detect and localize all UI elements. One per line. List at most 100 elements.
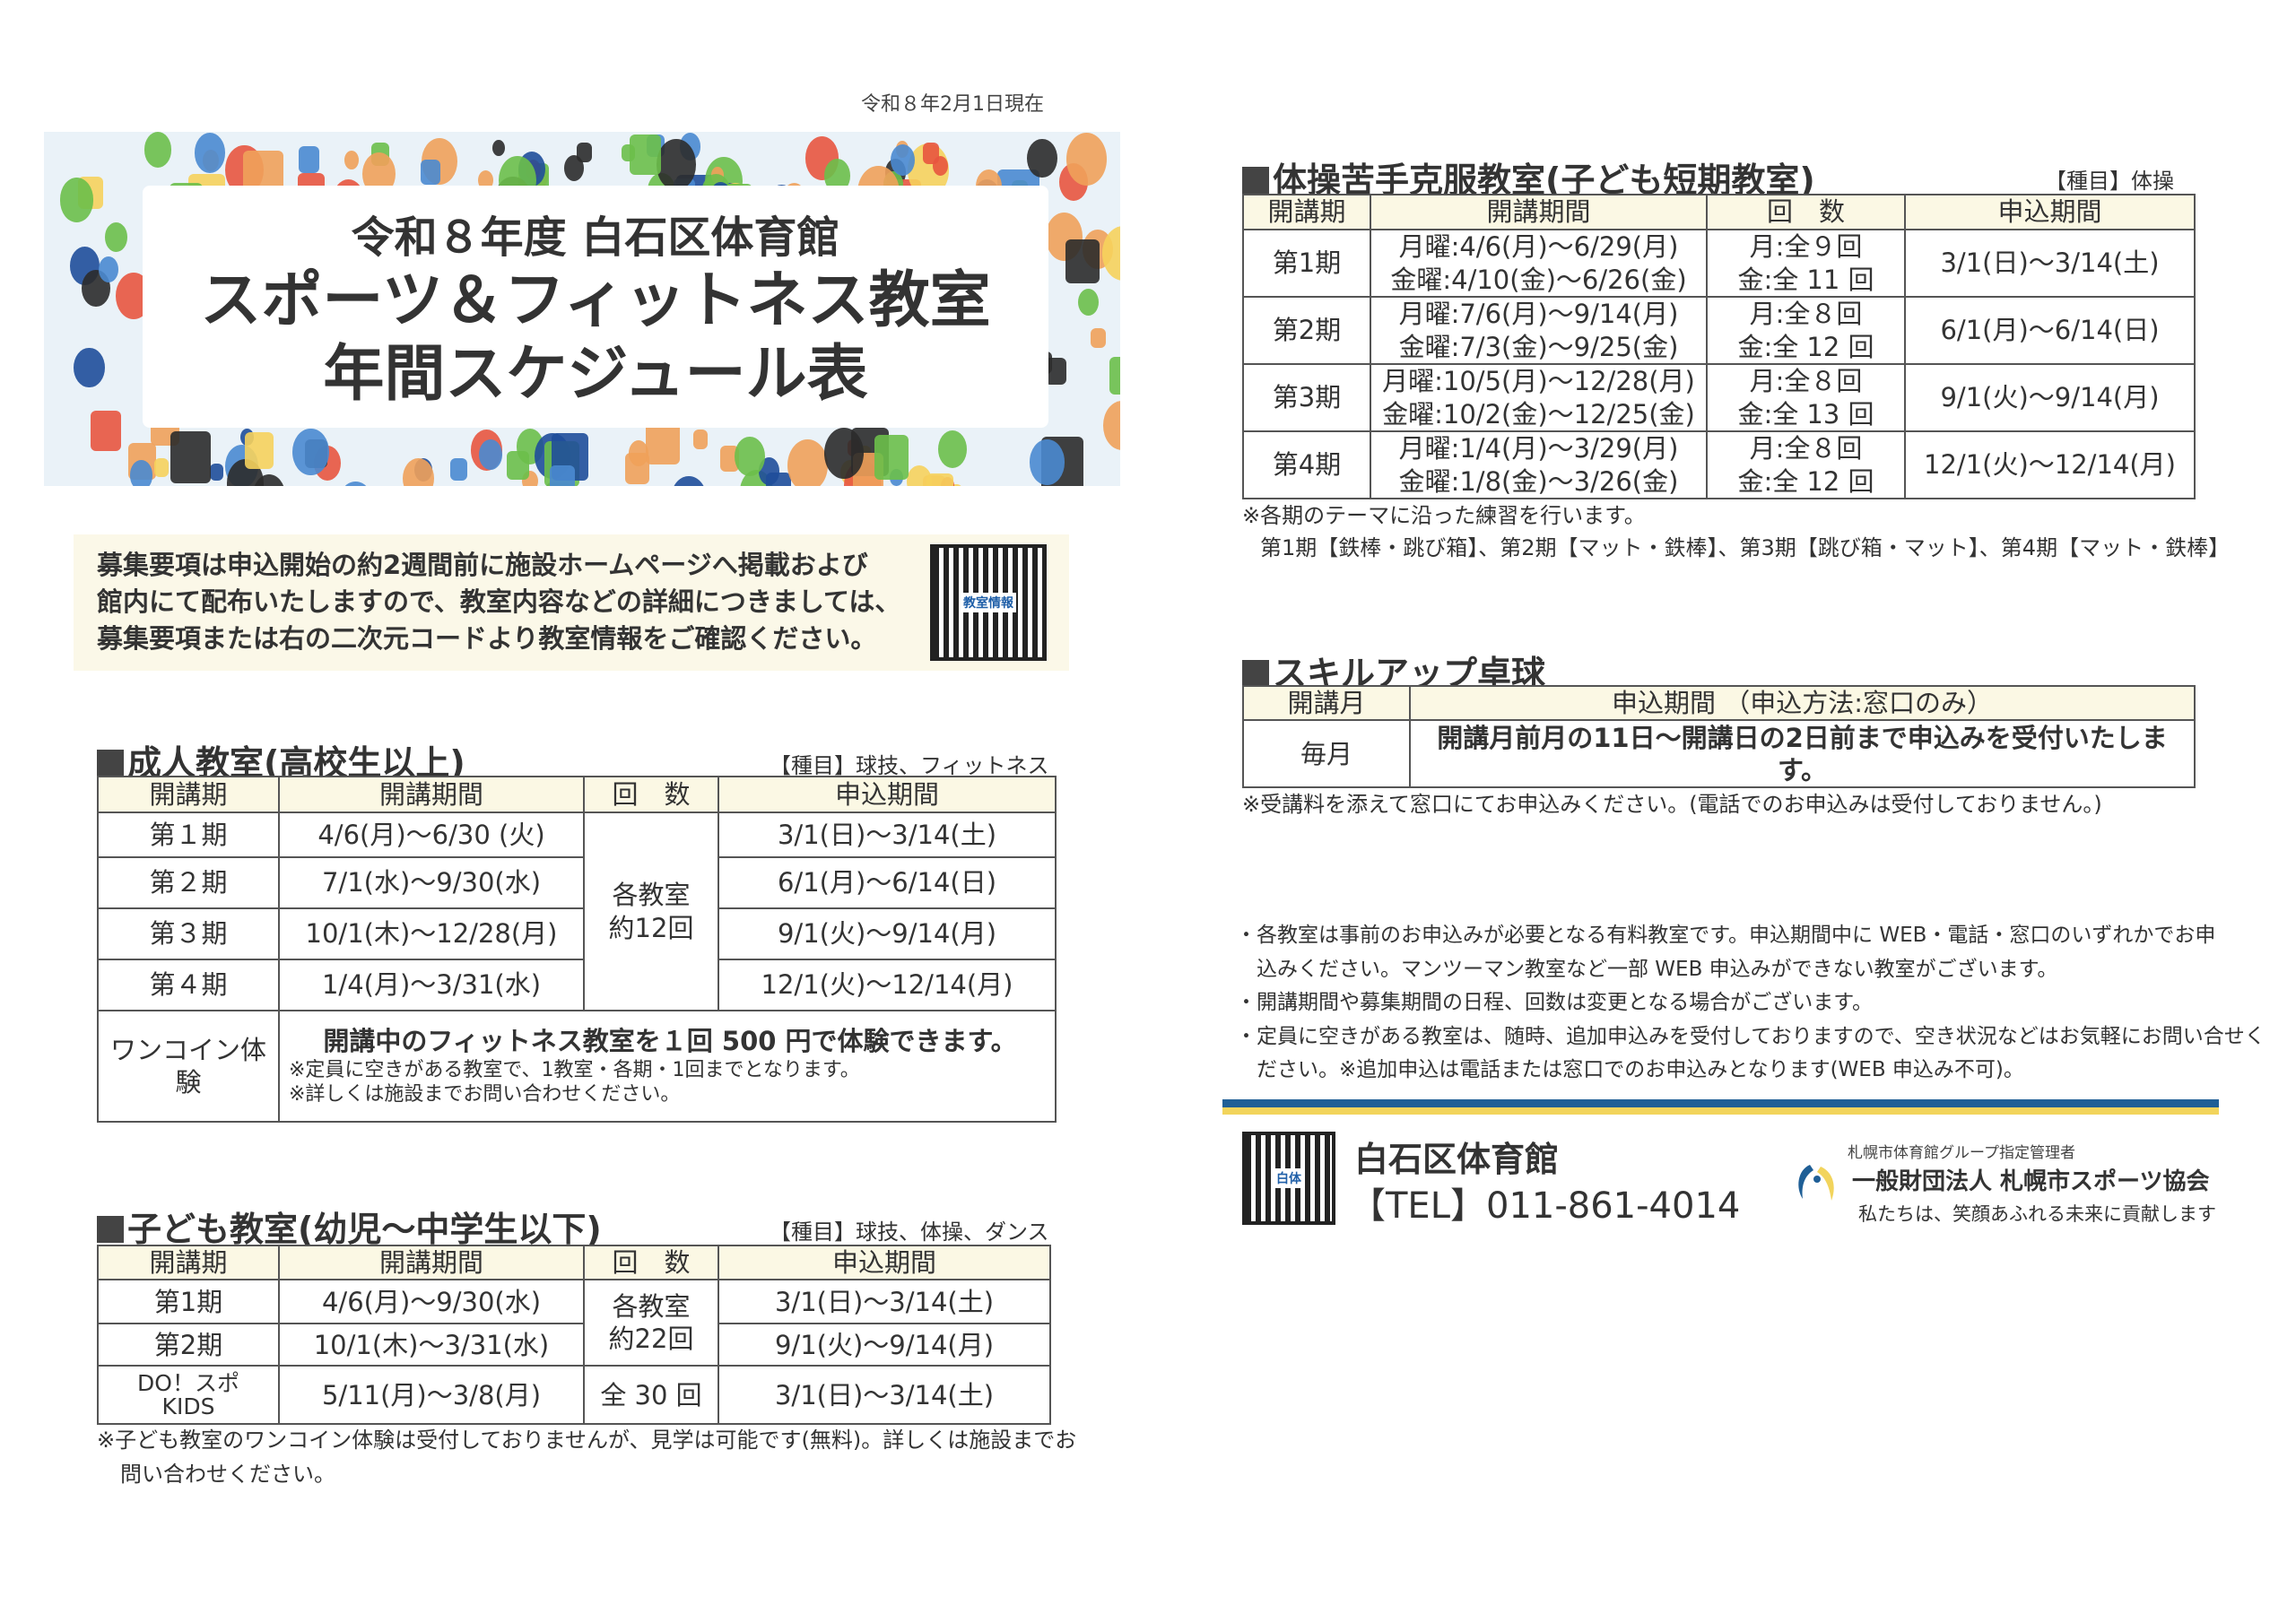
onecoin-note: ※定員に空きがある教室で、1教室・各期・1回までとなります。 xyxy=(289,1058,860,1081)
illustration-figure xyxy=(194,133,226,174)
apply-text: 開講月前月の11日～開講日の2日前まで申込みを受付いたします。 xyxy=(1409,719,2196,789)
illustration-figure xyxy=(1065,132,1108,186)
title-line-2: スポーツ＆フィットネス教室 xyxy=(200,265,991,337)
qr-code-icon[interactable]: 教室情報 xyxy=(930,544,1047,661)
col-header: 開講月 xyxy=(1242,684,1411,722)
friday-period: 金曜:10/2(金)～12/25(金) xyxy=(1382,398,1695,430)
monday-count: 月:全９回 xyxy=(1749,231,1863,263)
table-row: DO！スポ KIDS 5/11(月)～3/8(月) 全 30 回 3/1(日)～… xyxy=(97,1365,1051,1426)
illustration-figure xyxy=(629,440,649,466)
title-banner: 令和８年度 白石区体育館 スポーツ＆フィットネス教室 年間スケジュール表 xyxy=(44,132,1120,486)
info-line: 館内にて配布いたしますので、教室内容などの詳細につきましては、 xyxy=(97,586,901,617)
notice-line: ・定員に空きがある教室は、随時、追加申込みを受付しておりますので、空き状況などは… xyxy=(1236,1024,2266,1048)
apply-period: 9/1(火)～9/14(月) xyxy=(1904,363,2196,432)
friday-count: 金:全 13 回 xyxy=(1737,398,1874,430)
period: 月曜:4/6(月)～6/29(月) 金曜:4/10(金)～6/26(金) xyxy=(1370,229,1708,298)
info-line: 募集要項は申込開始の約2週間前に施設ホームページへ掲載および xyxy=(97,550,868,580)
friday-period: 金曜:4/10(金)～6/26(金) xyxy=(1390,264,1687,295)
title-line-3: 年間スケジュール表 xyxy=(323,339,868,410)
illustration-figure xyxy=(1065,239,1100,283)
table-row: 第1期 4/6(月)～9/30(水) 各教室 約22回 3/1(日)～3/14(… xyxy=(97,1279,1051,1367)
gym-table: 開講期 開講期間 回 数 申込期間 第1期 月曜:4/6(月)～6/29(月) 金… xyxy=(1242,194,2196,499)
period: 月曜:10/5(月)～12/28(月) 金曜:10/2(金)～12/25(金) xyxy=(1370,363,1708,432)
onecoin-note: ※詳しくは施設までお問い合わせください。 xyxy=(289,1083,681,1107)
monday-period: 月曜:7/6(月)～9/14(月) xyxy=(1398,299,1679,330)
illustration-figure xyxy=(1030,439,1065,485)
table-row: 第1期 月曜:4/6(月)～6/29(月) 金曜:4/10(金)～6/26(金) … xyxy=(1242,229,2196,298)
illustration-figure xyxy=(492,139,506,157)
col-header: 回 数 xyxy=(583,1244,719,1281)
table-tennis-note: ※受講料を添えて窓口にてお申込みください。(電話でのお申込みは受付しておりません… xyxy=(1242,792,2102,817)
illustration-figure xyxy=(824,428,865,480)
qr-label: 教室情報 xyxy=(961,593,1016,612)
table-row: 第１期 4/6(月)～6/30 (火) 各教室 約12回 3/1(日)～3/14… xyxy=(97,812,1057,1011)
count: 各教室 約22回 xyxy=(583,1279,719,1367)
period: 4/6(月)～6/30 (火) xyxy=(278,812,585,858)
monday-count: 月:全８回 xyxy=(1749,433,1863,464)
table-row: ワンコイン体験 開講中のフィットネス教室を１回 500 円で体験できます。 ※定… xyxy=(97,1010,1057,1123)
illustration-figure xyxy=(1091,328,1106,348)
table-tennis-table: 開講月 申込期間 （申込方法:窓口のみ） 毎月 開講月前月の11日～開講日の2日… xyxy=(1242,684,2196,789)
divider-yellow xyxy=(1222,1107,2219,1115)
period: 4/6(月)～9/30(水) xyxy=(278,1279,585,1325)
monday-count: 月:全８回 xyxy=(1749,299,1863,330)
count: 各教室 約12回 xyxy=(583,812,719,1011)
illustration-figure xyxy=(338,482,373,486)
term: DO！スポ KIDS xyxy=(97,1365,280,1426)
illustration-figure xyxy=(645,420,680,465)
period: 10/1(木)～12/28(月) xyxy=(278,907,585,960)
term: 第1期 xyxy=(97,1279,280,1325)
apply-period: 12/1(火)～12/14(月) xyxy=(718,959,1057,1011)
kids-table: 開講期 開講期間 回 数 申込期間 第1期 4/6(月)～9/30(水) 各教室… xyxy=(97,1244,1051,1426)
term: 第2期 xyxy=(97,1323,280,1367)
col-header: 開講期 xyxy=(97,776,280,813)
illustration-figure xyxy=(874,435,909,480)
illustration-figure xyxy=(507,450,529,480)
month: 毎月 xyxy=(1242,719,1411,789)
illustration-figure xyxy=(933,156,948,176)
info-box: 募集要項は申込開始の約2週間前に施設ホームページへ掲載および 館内にて配布いたし… xyxy=(74,534,1069,671)
illustration-figure xyxy=(1103,401,1120,451)
term: 第1期 xyxy=(1242,229,1371,298)
monday-period: 月曜:1/4(月)～3/29(月) xyxy=(1398,433,1679,464)
apply-period: 3/1(日)～3/14(土) xyxy=(718,812,1057,858)
period: 5/11(月)～3/8(月) xyxy=(278,1365,585,1426)
period: 10/1(木)～3/31(水) xyxy=(278,1323,585,1367)
friday-count: 金:全 11 回 xyxy=(1737,264,1874,295)
notice-line: ・開講期間や募集期間の日程、回数は変更となる場合がございます。 xyxy=(1236,991,1874,1014)
apply-period: 6/1(月)～6/14(日) xyxy=(718,856,1057,909)
illustration-figure xyxy=(292,428,329,476)
col-header: 開講期 xyxy=(1242,194,1371,230)
illustration-figure xyxy=(403,458,435,486)
table-row: 第3期 月曜:10/5(月)～12/28(月) 金曜:10/2(金)～12/25(… xyxy=(1242,363,2196,432)
term: 第１期 xyxy=(97,812,280,858)
period: 月曜:7/6(月)～9/14(月) 金曜:7/3(金)～9/25(金) xyxy=(1370,296,1708,365)
friday-count: 金:全 12 回 xyxy=(1737,465,1874,497)
as-of-date: 令和８年2月1日現在 xyxy=(861,93,1044,116)
table-row: 第2期 月曜:7/6(月)～9/14(月) 金曜:7/3(金)～9/25(金) 月… xyxy=(1242,296,2196,365)
kids-note: ※子ども教室のワンコイン体験は受付しておりませんが、見学は可能です(無料)。詳し… xyxy=(97,1428,1077,1453)
table-row: 毎月 開講月前月の11日～開講日の2日前まで申込みを受付いたします。 xyxy=(1242,719,2196,789)
facility-qr-code-icon[interactable]: 白体 xyxy=(1242,1132,1335,1225)
illustration-figure xyxy=(144,132,172,168)
gym-heading: 体操苦手克服教室(子ども短期教室) xyxy=(1242,152,1815,202)
col-header: 申込期間 （申込方法:窓口のみ） xyxy=(1409,684,2196,722)
table-row: 第2期 10/1(木)～3/31(水) 9/1(火)～9/14(月) xyxy=(97,1323,1051,1367)
monday-period: 月曜:4/6(月)～6/29(月) xyxy=(1398,231,1679,263)
count: 月:全８回 金:全 13 回 xyxy=(1706,363,1906,432)
term: 第３期 xyxy=(97,907,280,960)
org-name: 一般財団法人 札幌市スポーツ協会 xyxy=(1852,1168,2210,1195)
notice-line: ・各教室は事前のお申込みが必要となる有料教室です。申込期間中に WEB・電話・窓… xyxy=(1236,924,2216,947)
count: 月:全８回 金:全 12 回 xyxy=(1706,296,1906,365)
illustration-figure xyxy=(245,432,274,470)
illustration-figure xyxy=(210,463,224,481)
illustration-figure xyxy=(299,146,319,174)
info-line: 募集要項または右の二次元コードより教室情報をご確認ください。 xyxy=(97,623,877,654)
col-header: 申込期間 xyxy=(1904,194,2196,230)
monday-count: 月:全８回 xyxy=(1749,366,1863,397)
term: 第４期 xyxy=(97,959,280,1011)
illustration-figure xyxy=(1027,138,1057,178)
illustration-figure xyxy=(949,483,963,486)
org-logo-icon xyxy=(1794,1161,1844,1202)
table-row: 第４期 1/4(月)～3/31(水) 12/1(火)～12/14(月) xyxy=(97,959,1057,1011)
